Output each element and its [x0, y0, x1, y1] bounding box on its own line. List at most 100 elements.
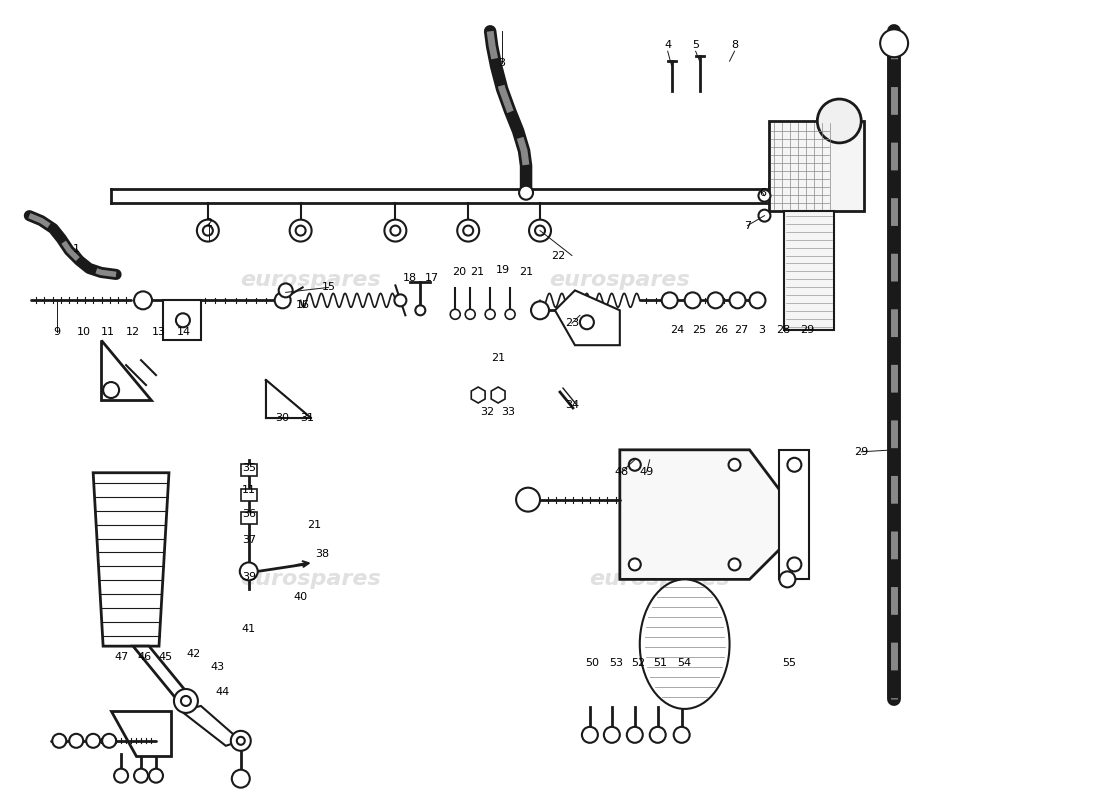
- Circle shape: [148, 769, 163, 782]
- Text: 20: 20: [452, 267, 466, 278]
- Circle shape: [788, 458, 802, 472]
- Circle shape: [728, 458, 740, 470]
- Circle shape: [880, 30, 909, 57]
- Text: 8: 8: [732, 40, 738, 50]
- Text: 39: 39: [242, 572, 256, 582]
- Polygon shape: [471, 387, 485, 403]
- Text: 52: 52: [630, 658, 645, 668]
- Circle shape: [684, 292, 701, 308]
- Circle shape: [463, 226, 473, 235]
- Circle shape: [232, 770, 250, 788]
- Circle shape: [627, 727, 642, 743]
- Polygon shape: [492, 387, 505, 403]
- Text: 4: 4: [664, 40, 671, 50]
- Circle shape: [289, 220, 311, 242]
- Polygon shape: [180, 706, 241, 746]
- Text: 42: 42: [187, 649, 201, 659]
- Ellipse shape: [640, 579, 729, 709]
- Text: 37: 37: [242, 534, 256, 545]
- Circle shape: [450, 310, 460, 319]
- Circle shape: [707, 292, 724, 308]
- Circle shape: [535, 226, 544, 235]
- Circle shape: [788, 558, 802, 571]
- Text: 25: 25: [693, 326, 706, 335]
- Circle shape: [817, 99, 861, 143]
- Polygon shape: [163, 300, 201, 340]
- Text: 38: 38: [316, 550, 330, 559]
- Text: 44: 44: [216, 687, 230, 697]
- Circle shape: [728, 558, 740, 570]
- Text: 32: 32: [480, 407, 494, 417]
- Circle shape: [650, 727, 666, 743]
- Circle shape: [580, 315, 594, 330]
- Polygon shape: [94, 473, 169, 646]
- Circle shape: [529, 220, 551, 242]
- Text: 49: 49: [639, 466, 653, 477]
- Text: 55: 55: [782, 658, 796, 668]
- Text: 21: 21: [519, 267, 534, 278]
- Circle shape: [197, 220, 219, 242]
- Circle shape: [759, 190, 770, 202]
- Text: 27: 27: [735, 326, 749, 335]
- Polygon shape: [556, 290, 619, 345]
- Circle shape: [231, 731, 251, 750]
- Circle shape: [114, 769, 128, 782]
- Text: 21: 21: [491, 353, 505, 363]
- Polygon shape: [780, 450, 810, 579]
- Polygon shape: [111, 711, 170, 756]
- Text: 34: 34: [565, 400, 579, 410]
- Text: 40: 40: [294, 592, 308, 602]
- Circle shape: [749, 292, 766, 308]
- Text: 9: 9: [54, 327, 60, 338]
- Polygon shape: [101, 340, 151, 400]
- Text: 35: 35: [242, 462, 256, 473]
- Text: 7: 7: [744, 221, 751, 230]
- Circle shape: [103, 382, 119, 398]
- Polygon shape: [619, 450, 780, 579]
- Text: 54: 54: [678, 658, 692, 668]
- Circle shape: [296, 226, 306, 235]
- Text: 14: 14: [177, 327, 191, 338]
- Bar: [769, 121, 865, 210]
- Circle shape: [662, 292, 678, 308]
- Text: 48: 48: [615, 466, 629, 477]
- Text: 3: 3: [758, 326, 764, 335]
- Circle shape: [69, 734, 84, 748]
- Text: eurospares: eurospares: [590, 570, 730, 590]
- Circle shape: [53, 734, 66, 748]
- Circle shape: [86, 734, 100, 748]
- Circle shape: [629, 558, 641, 570]
- Text: 13: 13: [152, 327, 166, 338]
- Text: 21: 21: [470, 267, 484, 278]
- Text: 2: 2: [206, 218, 212, 228]
- Text: 19: 19: [496, 266, 510, 275]
- Text: 51: 51: [652, 658, 667, 668]
- Text: eurospares: eurospares: [240, 270, 381, 290]
- Circle shape: [519, 186, 534, 200]
- Text: eurospares: eurospares: [240, 570, 381, 590]
- Text: 36: 36: [242, 509, 256, 518]
- Circle shape: [465, 310, 475, 319]
- Circle shape: [384, 220, 406, 242]
- Circle shape: [780, 571, 795, 587]
- Circle shape: [390, 226, 400, 235]
- Polygon shape: [266, 380, 310, 418]
- Text: 17: 17: [426, 274, 439, 283]
- Circle shape: [395, 294, 406, 306]
- Text: 53: 53: [608, 658, 623, 668]
- Text: 12: 12: [126, 327, 140, 338]
- Circle shape: [174, 689, 198, 713]
- Text: 3: 3: [498, 58, 506, 68]
- Polygon shape: [133, 646, 194, 701]
- Text: 45: 45: [158, 652, 173, 662]
- Circle shape: [531, 302, 549, 319]
- Circle shape: [275, 292, 290, 308]
- Text: 46: 46: [138, 652, 151, 662]
- Circle shape: [759, 210, 770, 222]
- Text: 23: 23: [565, 318, 579, 328]
- Text: 10: 10: [77, 327, 91, 338]
- Circle shape: [176, 314, 190, 327]
- Text: 28: 28: [777, 326, 791, 335]
- Bar: [241, 489, 256, 501]
- Text: 24: 24: [671, 326, 685, 335]
